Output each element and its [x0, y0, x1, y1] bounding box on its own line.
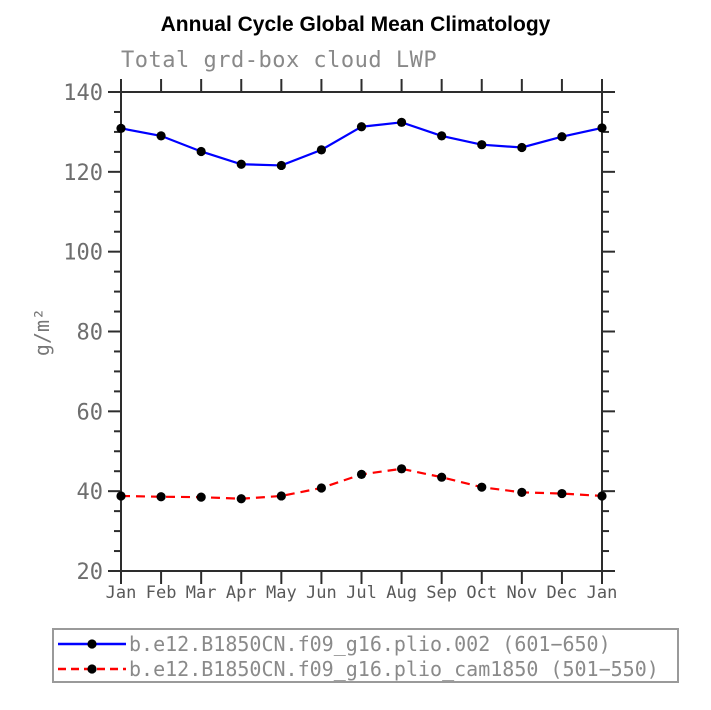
data-point-marker [517, 142, 527, 153]
axis-box [120, 91, 603, 572]
data-point-marker [236, 159, 246, 169]
data-point-marker [276, 491, 286, 501]
data-point-marker [396, 464, 407, 474]
legend-label: b.e12.B1850CN.f09_g16.plio.002 (601−650) [129, 631, 611, 656]
y-tick-label: 60 [77, 400, 104, 425]
chart-title: Annual Cycle Global Mean Climatology [160, 13, 551, 36]
data-point-marker [316, 483, 327, 493]
data-point-marker [396, 117, 407, 127]
chart-subtitle: Total grd-box cloud LWP [121, 48, 438, 73]
legend-marker-dot [87, 663, 97, 674]
data-point-marker [517, 487, 527, 497]
data-point-marker [236, 494, 246, 504]
x-tick-label: Oct [466, 583, 497, 603]
x-tick-label: Nov [506, 583, 537, 603]
legend-label: b.e12.B1850CN.f09_g16.plio_cam1850 (501−… [129, 656, 659, 681]
y-tick-label: 120 [63, 161, 103, 186]
x-tick-label: May [266, 583, 297, 603]
x-tick-label: Sep [426, 583, 457, 603]
legend-item-plio-cam1850: b.e12.B1850CN.f09_g16.plio_cam1850 (501−… [56, 656, 677, 681]
x-tick-label: Jan [587, 583, 618, 603]
data-point-marker [156, 492, 166, 502]
data-point-marker [477, 140, 487, 150]
data-point-marker [356, 122, 367, 132]
data-point-marker [116, 491, 126, 501]
data-point-marker [316, 145, 327, 155]
legend-line-sample-solid [58, 638, 126, 649]
x-tick-label: Jun [306, 583, 337, 603]
data-point-marker [597, 123, 607, 133]
y-tick-label: 40 [77, 480, 104, 505]
x-tick-label: Dec [547, 583, 578, 603]
data-point-marker [477, 482, 487, 492]
x-tick-label: Mar [186, 583, 217, 603]
legend-box: b.e12.B1850CN.f09_g16.plio.002 (601−650)… [52, 628, 679, 683]
x-tick-label: Apr [226, 583, 257, 603]
legend-line-sample-dashed [58, 663, 126, 674]
legend-item-plio002: b.e12.B1850CN.f09_g16.plio.002 (601−650) [56, 631, 677, 656]
x-tick-label: Jan [106, 583, 137, 603]
data-point-marker [437, 131, 447, 141]
plot-area: Jan Feb Mar Apr May Jun Jul Aug Sep Oct Nov Dec Jan2… [63, 79, 618, 603]
data-point-marker [356, 469, 367, 480]
data-point-marker [597, 491, 607, 501]
data-point-marker [557, 132, 567, 142]
data-point-marker [156, 131, 166, 141]
x-tick-label: Aug [386, 583, 417, 603]
x-tick-label: Jul [346, 583, 377, 603]
y-tick-label: 100 [63, 241, 103, 266]
data-point-marker [116, 123, 126, 133]
y-tick-label: 140 [63, 81, 103, 106]
y-tick-label: 20 [77, 560, 104, 585]
data-point-marker [437, 472, 447, 482]
data-point-marker [196, 492, 206, 502]
data-point-marker [557, 488, 567, 499]
x-tick-label: Feb [146, 583, 177, 603]
y-tick-label: 80 [77, 321, 104, 346]
data-point-marker [276, 160, 286, 171]
legend-marker-dot [87, 638, 97, 649]
data-point-marker [196, 146, 206, 157]
